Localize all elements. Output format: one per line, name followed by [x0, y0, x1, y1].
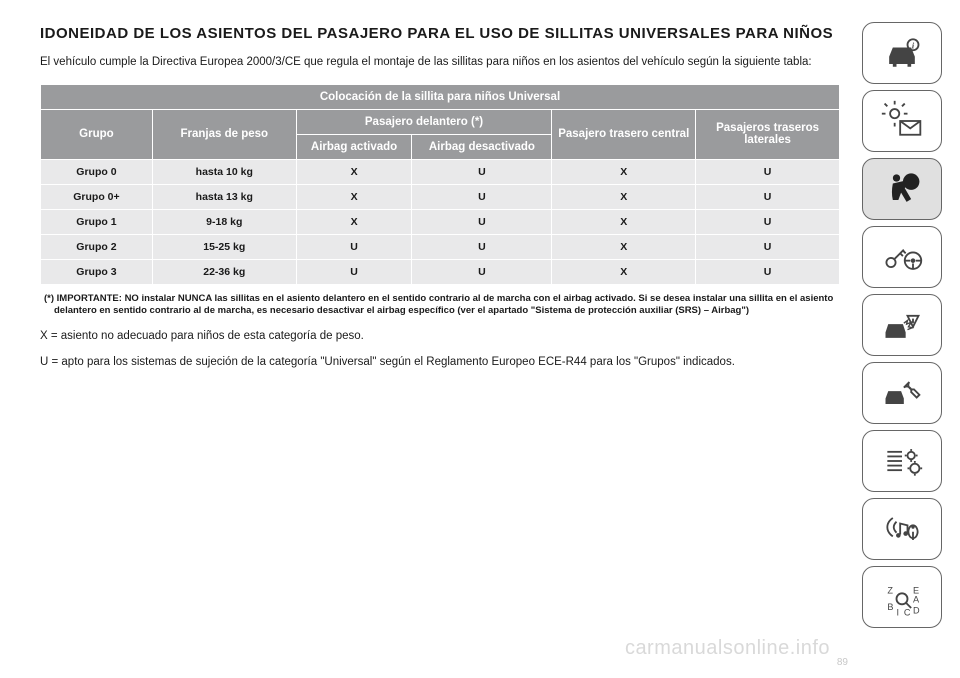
- table-cell: U: [412, 159, 552, 184]
- table-cell: X: [296, 159, 412, 184]
- vehicle-info-icon: i: [880, 31, 924, 75]
- sidebar-item-vehicle-info[interactable]: i: [862, 22, 942, 84]
- intro-text: El vehículo cumple la Directiva Europea …: [40, 54, 840, 70]
- legend-x: X = asiento no adecuado para niños de es…: [40, 328, 840, 344]
- page-title: IDONEIDAD DE LOS ASIENTOS DEL PASAJERO P…: [40, 24, 840, 44]
- table-cell: U: [296, 234, 412, 259]
- svg-text:i: i: [912, 41, 915, 50]
- svg-text:B: B: [887, 602, 893, 612]
- table-cell: hasta 10 kg: [152, 159, 296, 184]
- table-cell: X: [552, 159, 696, 184]
- table-cell: U: [696, 234, 840, 259]
- table-cell: U: [696, 209, 840, 234]
- settings-icon: [880, 439, 924, 483]
- table-row: Grupo 322-36 kgUUXU: [41, 259, 840, 284]
- svg-text:A: A: [913, 595, 920, 605]
- table-cell: 9-18 kg: [152, 209, 296, 234]
- table-header-top: Colocación de la sillita para niños Univ…: [41, 84, 840, 109]
- page-number: 89: [837, 657, 848, 668]
- table-cell: X: [552, 234, 696, 259]
- table-cell: Grupo 3: [41, 259, 153, 284]
- table-cell: U: [412, 259, 552, 284]
- col-grupo: Grupo: [41, 109, 153, 159]
- media-location-icon: [880, 507, 924, 551]
- sidebar-item-settings[interactable]: [862, 430, 942, 492]
- key-steering-icon: [880, 235, 924, 279]
- sidebar-nav: i: [862, 22, 942, 628]
- table-cell: U: [696, 259, 840, 284]
- col-franjas: Franjas de peso: [152, 109, 296, 159]
- svg-text:D: D: [913, 606, 920, 616]
- table-row: Grupo 19-18 kgXUXU: [41, 209, 840, 234]
- watermark-text: carmanualsonline.info: [625, 637, 830, 660]
- sidebar-item-lights-message[interactable]: [862, 90, 942, 152]
- col-traseros-laterales: Pasajeros traseros laterales: [696, 109, 840, 159]
- table-cell: U: [696, 159, 840, 184]
- crash-warning-icon: [880, 303, 924, 347]
- table-cell: U: [412, 184, 552, 209]
- table-row: Grupo 215-25 kgUUXU: [41, 234, 840, 259]
- table-cell: U: [412, 209, 552, 234]
- sidebar-item-key-steering[interactable]: [862, 226, 942, 288]
- col-delantero: Pasajero delantero (*): [296, 109, 552, 134]
- page-content: IDONEIDAD DE LOS ASIENTOS DEL PASAJERO P…: [40, 24, 840, 370]
- sidebar-item-crash-warning[interactable]: [862, 294, 942, 356]
- table-cell: X: [296, 209, 412, 234]
- legend-u: U = apto para los sistemas de sujeción d…: [40, 354, 840, 370]
- svg-text:I: I: [897, 607, 900, 617]
- table-cell: 15-25 kg: [152, 234, 296, 259]
- svg-text:Z: Z: [887, 585, 893, 595]
- table-cell: hasta 13 kg: [152, 184, 296, 209]
- table-cell: U: [296, 259, 412, 284]
- table-cell: Grupo 0+: [41, 184, 153, 209]
- table-cell: 22-36 kg: [152, 259, 296, 284]
- col-airbag-on: Airbag activado: [296, 134, 412, 159]
- table-cell: U: [412, 234, 552, 259]
- sidebar-item-service-tools[interactable]: [862, 362, 942, 424]
- airbag-icon: [880, 167, 924, 211]
- col-trasero-central: Pasajero trasero central: [552, 109, 696, 159]
- alphabet-index-icon: Z B E A D I C: [880, 575, 924, 619]
- table-cell: X: [296, 184, 412, 209]
- sidebar-item-airbag[interactable]: [862, 158, 942, 220]
- seat-suitability-table: Colocación de la sillita para niños Univ…: [40, 84, 840, 285]
- sidebar-item-alphabet-index[interactable]: Z B E A D I C: [862, 566, 942, 628]
- table-row: Grupo 0+hasta 13 kgXUXU: [41, 184, 840, 209]
- table-cell: U: [696, 184, 840, 209]
- col-airbag-off: Airbag desactivado: [412, 134, 552, 159]
- table-cell: Grupo 0: [41, 159, 153, 184]
- table-body: Grupo 0hasta 10 kgXUXUGrupo 0+hasta 13 k…: [41, 159, 840, 284]
- service-tools-icon: [880, 371, 924, 415]
- footnote-text: (*) IMPORTANTE: NO instalar NUNCA las si…: [40, 293, 840, 319]
- table-cell: X: [552, 259, 696, 284]
- svg-text:C: C: [904, 607, 911, 617]
- table-cell: Grupo 2: [41, 234, 153, 259]
- table-cell: X: [552, 184, 696, 209]
- sidebar-item-media-location[interactable]: [862, 498, 942, 560]
- table-row: Grupo 0hasta 10 kgXUXU: [41, 159, 840, 184]
- lights-message-icon: [880, 99, 924, 143]
- table-cell: X: [552, 209, 696, 234]
- table-cell: Grupo 1: [41, 209, 153, 234]
